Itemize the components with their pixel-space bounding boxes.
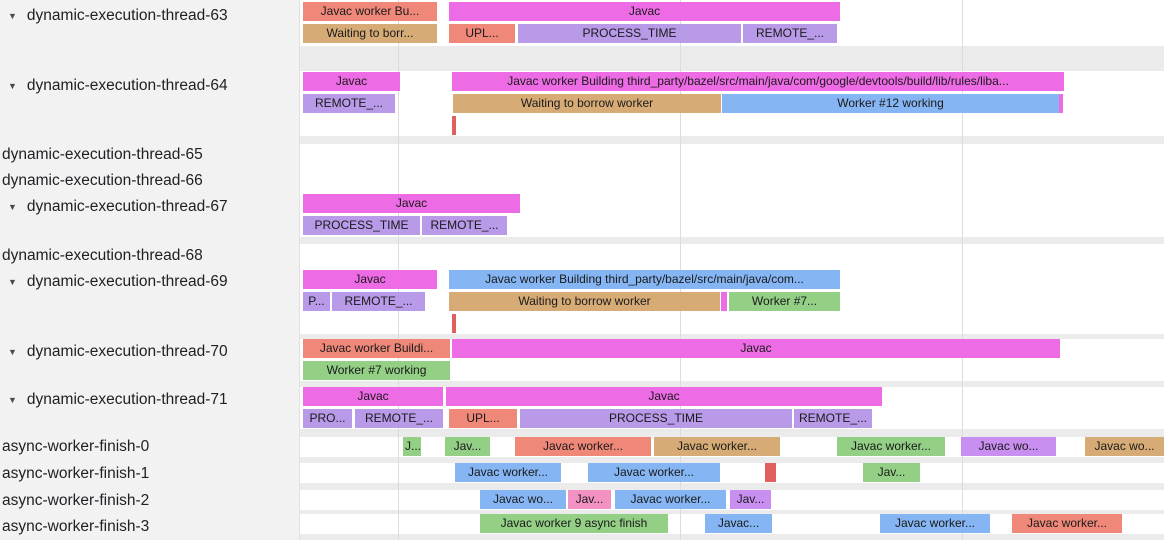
collapse-arrow-icon[interactable]: ▼ xyxy=(8,81,17,91)
thread-name-label: dynamic-execution-thread-65 xyxy=(2,146,203,163)
trace-event-bar[interactable]: UPL... xyxy=(449,24,515,43)
sidebar-row-async-worker-finish-0: async-worker-finish-0 xyxy=(0,436,300,458)
trace-event-bar[interactable]: Javac xyxy=(303,194,520,213)
trace-event-bar[interactable]: Jav... xyxy=(863,463,920,482)
trace-event-bar[interactable]: PROCESS_TIME xyxy=(520,409,792,428)
thread-name-label: dynamic-execution-thread-71 xyxy=(26,391,228,408)
trace-event-bar[interactable] xyxy=(452,116,456,135)
trace-event-bar[interactable]: Javac wo... xyxy=(1085,437,1164,456)
sidebar-row-dynamic-execution-thread-69[interactable]: ▼ dynamic-execution-thread-69 xyxy=(0,271,306,293)
trace-event-bar[interactable] xyxy=(1059,94,1063,113)
sidebar-row-async-worker-finish-2: async-worker-finish-2 xyxy=(0,490,300,512)
collapse-arrow-icon[interactable]: ▼ xyxy=(8,395,17,405)
thread-name-label: async-worker-finish-2 xyxy=(2,492,150,509)
trace-event-bar[interactable] xyxy=(721,292,727,311)
trace-event-bar[interactable]: Jav... xyxy=(730,490,771,509)
row-separator-band xyxy=(300,483,1164,490)
trace-event-bar[interactable] xyxy=(452,314,456,333)
trace-event-bar[interactable]: Javac worker... xyxy=(837,437,945,456)
trace-event-bar[interactable]: Javac wo... xyxy=(961,437,1056,456)
trace-event-bar[interactable] xyxy=(765,463,776,482)
trace-event-bar[interactable]: Javac xyxy=(303,72,400,91)
trace-event-bar[interactable]: Waiting to borr... xyxy=(303,24,437,43)
trace-event-bar[interactable]: Worker #7 working xyxy=(303,361,450,380)
sidebar-row-dynamic-execution-thread-68: dynamic-execution-thread-68 xyxy=(0,245,300,267)
trace-event-bar[interactable]: Javac worker Bu... xyxy=(303,2,437,21)
thread-name-label: async-worker-finish-1 xyxy=(2,465,150,482)
trace-event-bar[interactable]: PRO... xyxy=(303,409,352,428)
row-separator-band xyxy=(300,136,1164,144)
row-separator-band xyxy=(300,237,1164,244)
sidebar-row-dynamic-execution-thread-66: dynamic-execution-thread-66 xyxy=(0,170,300,192)
trace-event-bar[interactable]: Jav... xyxy=(445,437,490,456)
trace-event-bar[interactable]: REMOTE_... xyxy=(743,24,837,43)
row-separator-band xyxy=(300,510,1164,514)
thread-name-label: dynamic-execution-thread-67 xyxy=(26,198,228,215)
collapse-arrow-icon[interactable]: ▼ xyxy=(8,347,17,357)
trace-event-bar[interactable]: REMOTE_... xyxy=(332,292,425,311)
trace-event-bar[interactable]: REMOTE_... xyxy=(355,409,443,428)
collapse-arrow-icon[interactable]: ▼ xyxy=(8,11,17,21)
trace-event-bar[interactable]: PROCESS_TIME xyxy=(303,216,420,235)
trace-event-bar[interactable]: Javac xyxy=(449,2,840,21)
trace-event-bar[interactable]: UPL... xyxy=(449,409,517,428)
trace-event-bar[interactable]: Javac worker 9 async finish xyxy=(480,514,668,533)
sidebar-row-dynamic-execution-thread-71[interactable]: ▼ dynamic-execution-thread-71 xyxy=(0,389,306,411)
trace-event-bar[interactable]: P... xyxy=(303,292,330,311)
thread-name-label: dynamic-execution-thread-68 xyxy=(2,247,203,264)
trace-event-bar[interactable]: Javac worker... xyxy=(455,463,561,482)
trace-event-bar[interactable]: Jav... xyxy=(568,490,611,509)
trace-event-bar[interactable]: Javac xyxy=(303,387,443,406)
collapse-arrow-icon[interactable]: ▼ xyxy=(8,202,17,212)
sidebar-row-async-worker-finish-1: async-worker-finish-1 xyxy=(0,463,300,485)
trace-event-bar[interactable]: Javac xyxy=(303,270,437,289)
thread-name-sidebar: ▼ dynamic-execution-thread-63 ▼ dynamic-exe… xyxy=(0,0,300,540)
sidebar-row-dynamic-execution-thread-70[interactable]: ▼ dynamic-execution-thread-70 xyxy=(0,341,306,363)
trace-event-bar[interactable]: Javac worker... xyxy=(615,490,726,509)
thread-name-label: dynamic-execution-thread-64 xyxy=(26,77,228,94)
trace-event-bar[interactable]: Javac worker... xyxy=(880,514,990,533)
sidebar-row-dynamic-execution-thread-63[interactable]: ▼ dynamic-execution-thread-63 xyxy=(0,5,306,27)
timeline-track-area: Javac worker Bu... Javac Waiting to borr..… xyxy=(300,0,1164,540)
sidebar-row-dynamic-execution-thread-65: dynamic-execution-thread-65 xyxy=(0,144,300,166)
row-separator-band xyxy=(300,381,1164,387)
trace-event-bar[interactable]: Javac worker... xyxy=(1012,514,1122,533)
row-separator-band xyxy=(300,457,1164,463)
trace-event-bar[interactable]: Javac worker Building third_party/bazel/… xyxy=(449,270,840,289)
trace-event-bar[interactable]: Javac worker Building third_party/bazel/… xyxy=(452,72,1064,91)
thread-name-label: dynamic-execution-thread-63 xyxy=(26,7,228,24)
trace-event-bar[interactable]: PROCESS_TIME xyxy=(518,24,741,43)
collapse-arrow-icon[interactable]: ▼ xyxy=(8,277,17,287)
trace-event-bar[interactable]: Waiting to borrow worker xyxy=(449,292,720,311)
trace-event-bar[interactable]: J... xyxy=(403,437,421,456)
trace-event-bar[interactable]: Javac worker... xyxy=(515,437,651,456)
row-separator-band xyxy=(300,334,1164,339)
trace-event-bar[interactable]: Javac worker... xyxy=(588,463,720,482)
sidebar-row-async-worker-finish-3: async-worker-finish-3 xyxy=(0,516,300,538)
trace-event-bar[interactable]: REMOTE_... xyxy=(794,409,872,428)
thread-name-label: dynamic-execution-thread-70 xyxy=(26,343,228,360)
trace-event-bar[interactable]: Worker #12 working xyxy=(722,94,1059,113)
trace-event-bar[interactable]: REMOTE_... xyxy=(422,216,507,235)
trace-event-bar[interactable]: Waiting to borrow worker xyxy=(453,94,721,113)
trace-event-bar[interactable]: REMOTE_... xyxy=(303,94,395,113)
thread-name-label: dynamic-execution-thread-66 xyxy=(2,172,203,189)
thread-name-label: async-worker-finish-3 xyxy=(2,518,150,535)
row-separator-band xyxy=(300,534,1164,540)
trace-event-bar[interactable]: Javac... xyxy=(705,514,772,533)
row-separator-band xyxy=(300,46,1164,71)
thread-name-label: dynamic-execution-thread-69 xyxy=(26,273,228,290)
trace-event-bar[interactable]: Javac xyxy=(446,387,882,406)
time-gridline xyxy=(962,0,963,540)
trace-event-bar[interactable]: Javac xyxy=(452,339,1060,358)
trace-event-bar[interactable]: Javac worker... xyxy=(654,437,780,456)
thread-name-label: async-worker-finish-0 xyxy=(2,438,150,455)
sidebar-row-dynamic-execution-thread-64[interactable]: ▼ dynamic-execution-thread-64 xyxy=(0,75,306,97)
trace-event-bar[interactable]: Javac wo... xyxy=(480,490,566,509)
trace-event-bar[interactable]: Worker #7... xyxy=(729,292,840,311)
row-separator-band xyxy=(300,429,1164,437)
sidebar-row-dynamic-execution-thread-67[interactable]: ▼ dynamic-execution-thread-67 xyxy=(0,196,306,218)
trace-event-bar[interactable]: Javac worker Buildi... xyxy=(303,339,450,358)
